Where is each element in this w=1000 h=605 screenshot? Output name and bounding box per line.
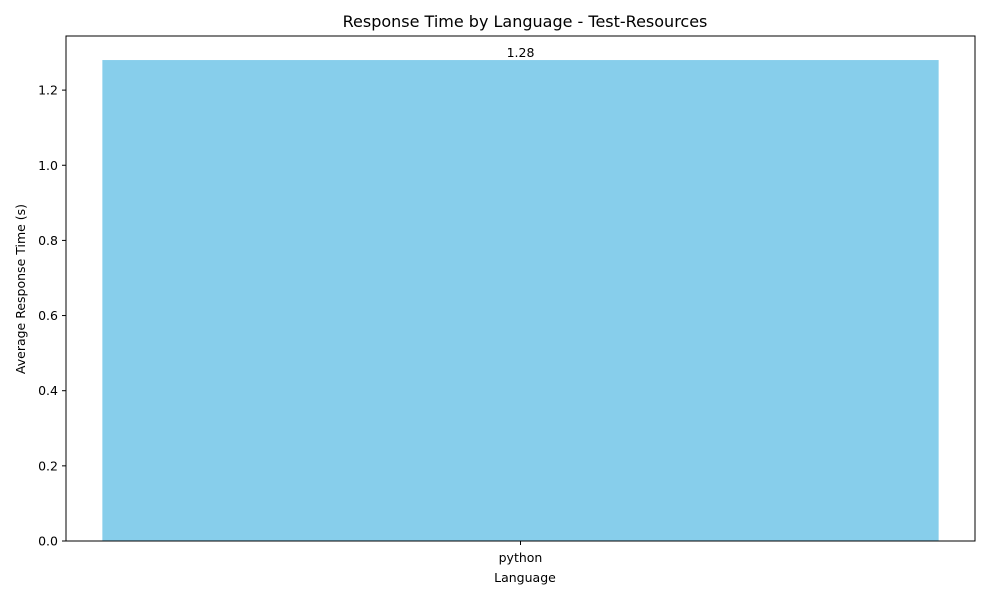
chart-title: Response Time by Language - Test-Resourc…: [343, 12, 708, 31]
y-axis-label: Average Response Time (s): [13, 204, 28, 374]
y-tick-label: 0.8: [38, 233, 58, 248]
x-tick-label-python: python: [499, 550, 543, 565]
y-tick-label: 0.2: [38, 458, 58, 473]
bars-group: [102, 60, 939, 542]
y-tick-label: 1.2: [38, 83, 58, 98]
data-labels-group: 1.28: [507, 45, 535, 60]
x-axis-label: Language: [494, 570, 556, 585]
y-axis-ticks: 0.0 0.2 0.4 0.6 0.8 1.0 1.2: [38, 83, 66, 549]
y-tick-label: 0.4: [38, 383, 58, 398]
bar-python: [102, 60, 939, 542]
y-tick-label: 0.0: [38, 534, 58, 549]
y-tick-label: 0.6: [38, 308, 58, 323]
data-label-python: 1.28: [507, 45, 535, 60]
y-tick-label: 1.0: [38, 158, 58, 173]
x-axis-ticks: python: [499, 541, 543, 565]
